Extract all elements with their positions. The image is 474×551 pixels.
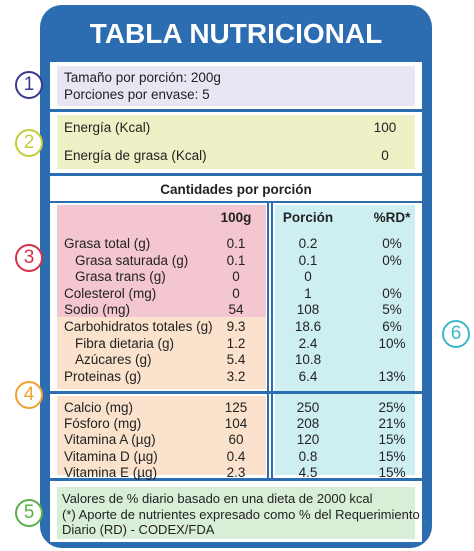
portion-box: [275, 205, 415, 475]
column-header: Porción: [282, 210, 334, 225]
nutrient-value: 0.4: [226, 448, 246, 464]
carb-box: [57, 317, 266, 389]
nutrient-value: 9.3: [226, 319, 246, 334]
footnote-line: Valores de % diario basado en una dieta …: [62, 491, 373, 506]
nutrient-label: Proteinas (g): [64, 368, 142, 384]
marker: 2: [15, 129, 43, 157]
nutrient-value: 6%: [382, 319, 402, 334]
nutrient-value: 120: [296, 432, 320, 448]
divider: [50, 478, 422, 481]
nutrient-value: 0%: [382, 236, 402, 251]
nutrient-value: 18.6: [294, 319, 322, 334]
nutrient-value: 208: [296, 416, 320, 432]
marker: 4: [15, 381, 43, 409]
marker: 5: [15, 499, 43, 527]
nutrient-value: 60: [228, 432, 244, 448]
nutrient-value: 125: [224, 400, 248, 415]
mineral-box: [57, 396, 266, 475]
marker: 1: [15, 71, 43, 99]
nutrient-value: 54: [228, 302, 244, 318]
energy-box: [57, 115, 415, 169]
nutrient-value: 2.3: [226, 464, 246, 480]
energy-value: 100: [373, 120, 397, 135]
nutrient-label: Vitamina E (µg): [64, 464, 158, 480]
energy-label: Energía de grasa (Kcal): [64, 148, 207, 163]
nutrient-value: 21%: [378, 416, 406, 432]
nutrient-label: Vitamina A (µg): [64, 432, 156, 448]
nutrient-value: 0: [232, 269, 240, 285]
divider: [50, 173, 422, 176]
nutrient-value: 5%: [382, 302, 402, 318]
nutrient-label: Grasa total (g): [64, 236, 151, 251]
nutrient-value: 250: [296, 400, 320, 415]
nutrient-value: 6.4: [298, 368, 318, 384]
serving-count: Porciones por envase: 5: [64, 87, 210, 102]
nutrient-value: 15%: [378, 448, 406, 464]
nutrient-label: Colesterol (mg): [64, 285, 157, 301]
nutrient-value: 0.1: [226, 236, 246, 251]
nutrient-label: Vitamina D (µg): [64, 448, 158, 464]
nutrient-label: Grasa saturada (g): [75, 252, 189, 268]
energy-value: 0: [381, 148, 389, 163]
amounts-heading: Cantidades por porción: [160, 182, 312, 197]
divider: [50, 391, 422, 394]
nutrient-value: 10.8: [294, 352, 322, 368]
marker: 6: [442, 320, 470, 348]
energy-label: Energía (Kcal): [64, 120, 151, 135]
column-divider: [267, 203, 273, 479]
nutrient-value: 108: [296, 302, 320, 318]
footnote-line: Diario (RD) - CODEX/FDA: [62, 522, 215, 537]
nutrient-label: Fibra dietaria (g): [75, 335, 175, 351]
nutrient-value: 4.5: [298, 464, 318, 480]
nutrient-value: 5.4: [226, 352, 246, 368]
nutrient-value: 0.8: [298, 448, 318, 464]
nutrient-label: Fósforo (mg): [64, 416, 142, 432]
nutrient-label: Calcio (mg): [64, 400, 134, 415]
nutrient-value: 0.1: [298, 252, 318, 268]
nutrient-value: 0.2: [298, 236, 318, 251]
column-header: 100g: [220, 210, 252, 225]
nutrient-value: 0.1: [226, 252, 246, 268]
footnote-box: [57, 487, 415, 539]
nutrient-value: 13%: [378, 368, 406, 384]
marker: 3: [15, 244, 43, 272]
title: TABLA NUTRICIONAL: [89, 18, 383, 49]
nutrient-value: 15%: [378, 464, 406, 480]
nutrient-label: Carbohidratos totales (g): [64, 319, 213, 334]
nutrient-value: 10%: [378, 335, 406, 351]
column-header: %RD*: [373, 210, 411, 225]
nutrient-value: 0: [304, 269, 312, 285]
nutrient-value: 2.4: [298, 335, 318, 351]
divider: [50, 201, 422, 203]
fat-box: [57, 205, 266, 317]
divider: [50, 109, 422, 112]
nutrient-label: Grasa trans (g): [75, 269, 166, 285]
serving-size: Tamaño por porción: 200g: [64, 70, 221, 85]
nutrient-value: 3.2: [226, 368, 246, 384]
nutrient-label: Sodio (mg): [64, 302, 131, 318]
nutrient-value: 15%: [378, 432, 406, 448]
nutrient-value: 104: [224, 416, 248, 432]
nutrient-label: Azúcares (g): [75, 352, 152, 368]
nutrient-value: 0%: [382, 285, 402, 301]
nutrient-value: 25%: [378, 400, 406, 415]
footnote-line: (*) Aporte de nutrientes expresado como …: [62, 506, 420, 522]
serving-box: [57, 66, 415, 106]
nutrient-value: 1.2: [226, 335, 246, 351]
nutrient-value: 1: [304, 285, 312, 301]
nutrient-value: 0%: [382, 252, 402, 268]
nutrient-value: 0: [232, 285, 240, 301]
